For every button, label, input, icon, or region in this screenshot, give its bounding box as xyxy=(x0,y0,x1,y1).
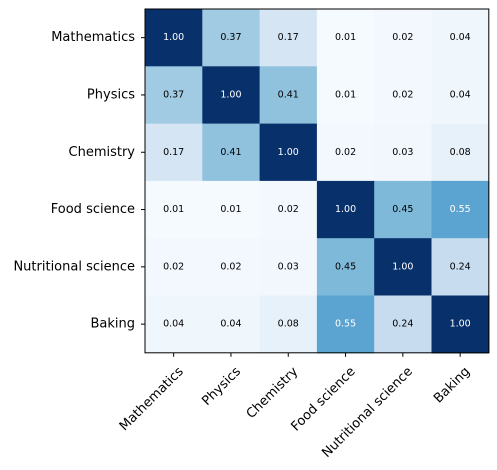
plot-frame xyxy=(144,8,490,354)
cell-value-label: 0.01 xyxy=(163,204,184,215)
heatmap-cell xyxy=(259,295,318,354)
cell-value-label: 0.03 xyxy=(278,261,299,272)
x-tick-label: Chemistry xyxy=(244,364,302,422)
cell-value-label: 0.01 xyxy=(335,89,356,100)
heatmap-cell xyxy=(259,180,318,239)
heatmap-cell xyxy=(202,180,261,239)
cell-value-label: 0.37 xyxy=(220,32,241,43)
cell-value-label: 0.24 xyxy=(392,319,413,330)
cell-value-label: 0.04 xyxy=(220,319,241,330)
heatmap-cell xyxy=(259,9,318,67)
cell-value-label: 0.02 xyxy=(392,32,413,43)
heatmap-cell xyxy=(202,123,261,182)
heatmap-cell xyxy=(374,9,433,67)
cell-value-label: 0.02 xyxy=(220,261,241,272)
cell-value-label: 0.02 xyxy=(335,147,356,158)
y-tick-label: Food science xyxy=(51,202,135,217)
cell-value-label: 0.04 xyxy=(163,319,184,330)
cell-value-label: 0.55 xyxy=(335,319,356,330)
heatmap-cell xyxy=(374,123,433,182)
heatmap-cell xyxy=(431,180,490,239)
y-tick-label: Nutritional science xyxy=(13,259,135,274)
heatmap-cell xyxy=(431,123,490,182)
cell-value-label: 0.02 xyxy=(392,89,413,100)
heatmap-cell xyxy=(145,180,203,239)
cell-value-label: 0.04 xyxy=(450,32,471,43)
cell-value-label: 1.00 xyxy=(163,32,184,43)
cell-value-label: 0.01 xyxy=(220,204,241,215)
heatmap-cell xyxy=(316,123,375,182)
x-tick-label: Baking xyxy=(431,364,473,406)
cell-value-label: 0.03 xyxy=(392,147,413,158)
cell-value-label: 1.00 xyxy=(392,261,413,272)
y-tick-label: Physics xyxy=(87,87,135,102)
cell-value-label: 0.17 xyxy=(163,147,184,158)
cell-value-label: 0.01 xyxy=(335,32,356,43)
heatmap-cell xyxy=(259,66,318,125)
heatmap-cell xyxy=(431,238,490,297)
cell-value-label: 0.45 xyxy=(392,204,413,215)
cell-value-label: 1.00 xyxy=(220,89,241,100)
cell-value-label: 0.17 xyxy=(278,32,299,43)
cell-value-label: 0.24 xyxy=(450,261,471,272)
heatmap-cell xyxy=(202,295,261,354)
heatmap-cell xyxy=(316,180,375,239)
heatmap-cell xyxy=(374,295,433,354)
heatmap-cell xyxy=(145,123,203,182)
heatmap-cell xyxy=(316,66,375,125)
cell-value-label: 0.02 xyxy=(163,261,184,272)
heatmap-cell xyxy=(202,238,261,297)
heatmap-cell xyxy=(145,295,203,354)
cell-value-label: 0.41 xyxy=(278,89,299,100)
x-tick-label: Mathematics xyxy=(117,364,187,434)
cell-value-label: 0.08 xyxy=(278,319,299,330)
heatmap-cell xyxy=(202,9,261,67)
cell-value-label: 0.45 xyxy=(335,261,356,272)
heatmap-cell xyxy=(374,238,433,297)
cell-value-label: 1.00 xyxy=(335,204,356,215)
cell-value-label: 0.41 xyxy=(220,147,241,158)
cell-value-label: 0.04 xyxy=(450,89,471,100)
heatmap-cell xyxy=(145,9,203,67)
heatmap-cell xyxy=(374,180,433,239)
heatmap-cell xyxy=(316,295,375,354)
cell-value-label: 0.02 xyxy=(278,204,299,215)
heatmap-cell xyxy=(316,238,375,297)
heatmap-cell xyxy=(145,238,203,297)
cell-value-label: 1.00 xyxy=(450,319,471,330)
x-tick-label: Physics xyxy=(199,364,244,409)
heatmap-cell xyxy=(202,66,261,125)
y-tick-label: Chemistry xyxy=(69,145,136,160)
heatmap-cell xyxy=(259,123,318,182)
heatmap-cell xyxy=(431,66,490,125)
heatmap-cell xyxy=(431,295,490,354)
cell-value-label: 0.08 xyxy=(450,147,471,158)
y-tick-label: Baking xyxy=(90,317,135,332)
heatmap-cell xyxy=(145,66,203,125)
heatmap-cell xyxy=(259,238,318,297)
heatmap-cell xyxy=(316,9,375,67)
cell-value-label: 0.37 xyxy=(163,89,184,100)
y-tick-label: Mathematics xyxy=(51,30,135,45)
heatmap-cell xyxy=(431,9,490,67)
heatmap-cell xyxy=(374,66,433,125)
cell-value-label: 0.55 xyxy=(450,204,471,215)
cell-value-label: 1.00 xyxy=(278,147,299,158)
